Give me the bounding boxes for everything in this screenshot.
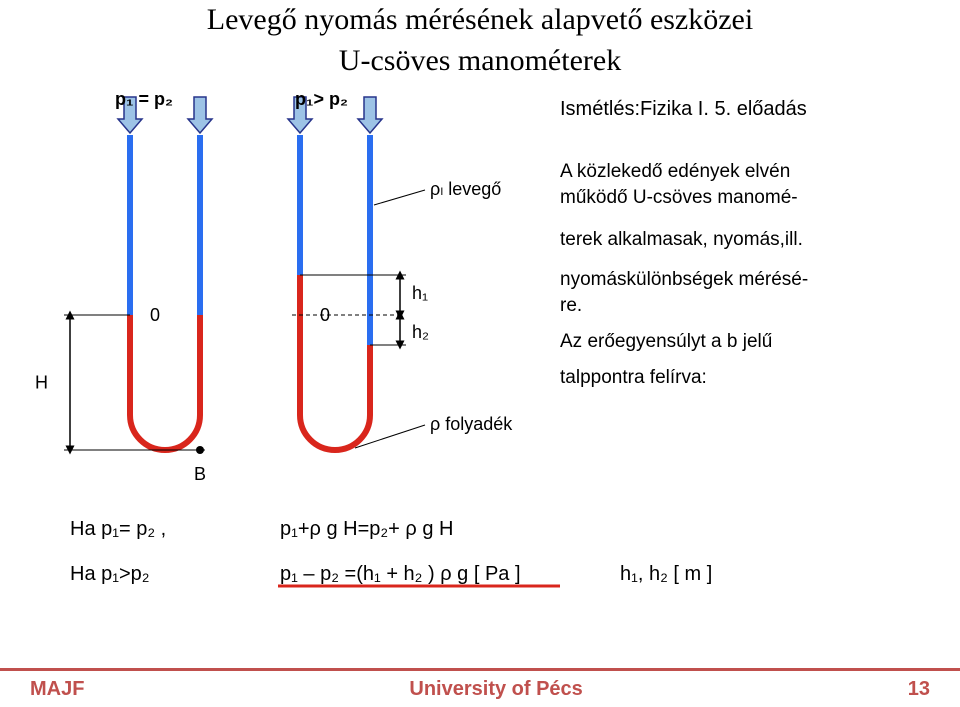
- svg-text:p₁> p₂: p₁> p₂: [295, 89, 348, 109]
- svg-text:p₁ – p₂ =(h₁ + h₂ ) ρ g [ Pa: p₁ – p₂ =(h₁ + h₂ ) ρ g [ Pa ]: [280, 563, 521, 585]
- footer-bar: MAJF University of Pécs 13: [0, 668, 960, 707]
- svg-text:Ha p₁>p₂: Ha p₁>p₂: [70, 563, 150, 585]
- svg-text:nyomáskülönbségek mérésé-: nyomáskülönbségek mérésé-: [560, 269, 808, 290]
- title-line1: Levegő nyomás mérésének alapvető eszköze…: [207, 3, 753, 36]
- footer-mid: University of Pécs: [84, 678, 907, 701]
- svg-text:Ismétlés:Fizika I. 5. előadás: Ismétlés:Fizika I. 5. előadás: [560, 98, 807, 120]
- svg-text:h₁: h₁: [412, 283, 428, 303]
- svg-text:h₂: h₂: [412, 322, 429, 342]
- svg-text:működő U-csöves manomé-: működő U-csöves manomé-: [560, 187, 798, 208]
- svg-text:p₁+ρ g H=p₂+ ρ g H: p₁+ρ g H=p₂+ ρ g H: [280, 518, 453, 540]
- title-line2: U-csöves manométerek: [339, 44, 621, 77]
- svg-text:H: H: [35, 373, 48, 393]
- svg-text:ρₗ levegő: ρₗ levegő: [430, 179, 501, 199]
- svg-text:0: 0: [150, 305, 160, 325]
- footer-right: 13: [908, 678, 960, 701]
- svg-text:A közlekedő edények elvén: A közlekedő edények elvén: [560, 161, 790, 182]
- svg-text:talppontra felírva:: talppontra felírva:: [560, 367, 707, 388]
- svg-text:terek alkalmasak, nyomás,ill.: terek alkalmasak, nyomás,ill.: [560, 229, 803, 250]
- svg-text:h₁, h₂ [ m ]: h₁, h₂ [ m ]: [620, 563, 712, 585]
- svg-text:ρ folyadék: ρ folyadék: [430, 414, 513, 434]
- svg-text:Ha p₁= p₂ ,: Ha p₁= p₂ ,: [70, 518, 166, 540]
- svg-text:re.: re.: [560, 295, 582, 316]
- footer-left: MAJF: [0, 678, 84, 701]
- diagram-area: 00p₁ = p₂p₁> p₂Hh₁h₂ρₗ levegőρ folyadékB…: [0, 85, 960, 645]
- svg-text:p₁ = p₂: p₁ = p₂: [115, 89, 173, 109]
- svg-text:Az erőegyensúlyt a b jelű: Az erőegyensúlyt a b jelű: [560, 331, 772, 352]
- svg-text:B: B: [194, 464, 206, 484]
